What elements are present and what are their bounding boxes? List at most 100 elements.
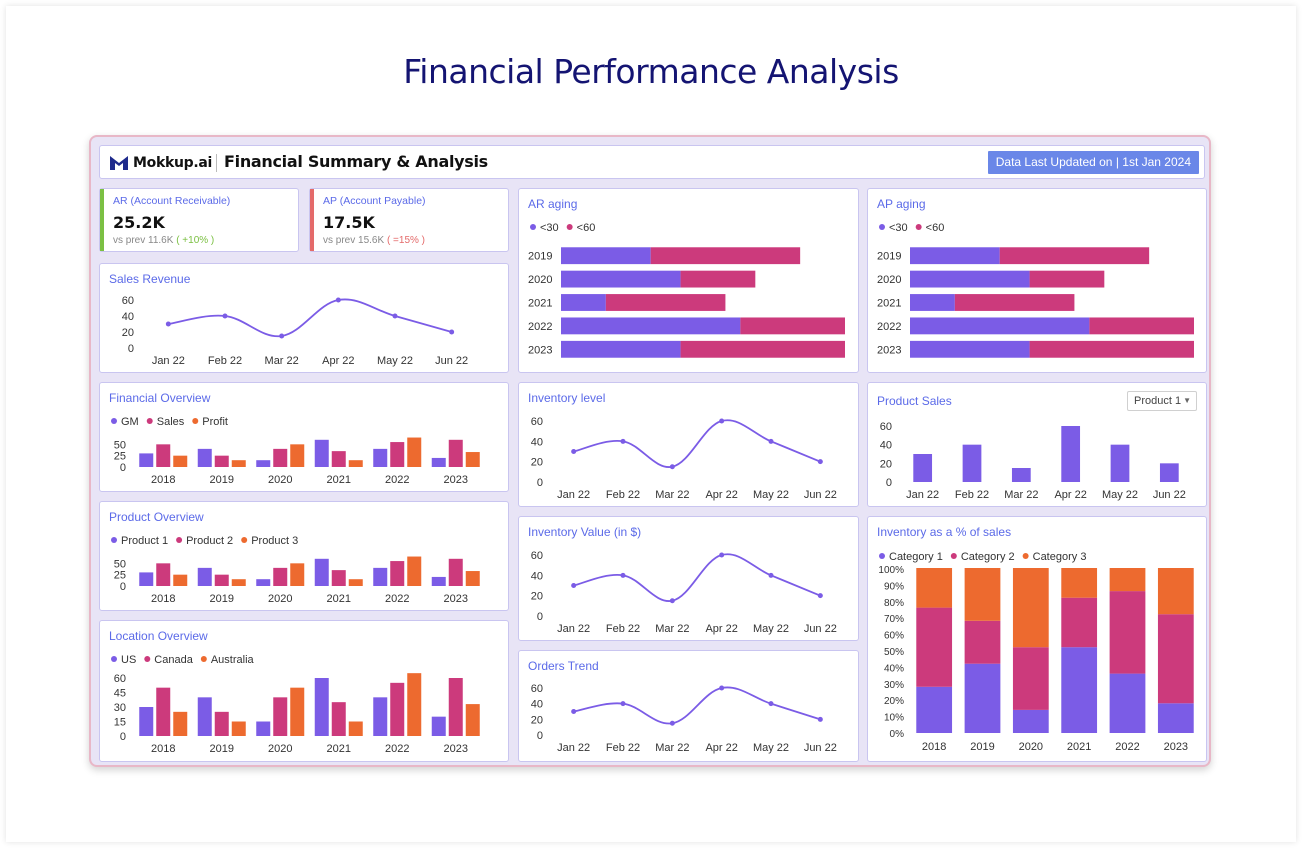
- bar-segment-1: [910, 294, 955, 311]
- y-tick-label: 50: [114, 558, 126, 570]
- bar-2: [448, 439, 463, 467]
- bar-2: [156, 687, 171, 736]
- bar-3: [348, 721, 363, 736]
- card-title: AP aging: [877, 197, 926, 211]
- x-tick-label: Jan 22: [557, 489, 590, 501]
- ar-aging-card: AR aging <30 <60 2019 2020 2021 2022 2023: [518, 188, 859, 373]
- data-point: [571, 709, 577, 714]
- legend-label: Australia: [211, 654, 255, 666]
- inventory-pct-card: Inventory as a % of sales Category 1 Cate…: [867, 516, 1207, 762]
- x-tick-label: Jan 22: [557, 623, 590, 635]
- y-tick-label: 0: [120, 462, 126, 474]
- bar-segment-3: [964, 568, 1001, 621]
- data-point: [335, 297, 341, 303]
- bar-segment-3: [1061, 568, 1098, 598]
- bar-1: [314, 439, 329, 467]
- bar-3: [231, 579, 246, 586]
- legend-dot-3: [1022, 553, 1029, 559]
- y-tick-label: 100%: [878, 565, 904, 576]
- bar-3: [407, 673, 422, 736]
- x-tick-label: 2022: [1115, 741, 1139, 753]
- legend-dot-1: [879, 553, 885, 559]
- location-overview-card: Location Overview US Canada Australia 60 45 3…: [99, 620, 509, 762]
- bar-3: [290, 563, 305, 586]
- bar: [1159, 463, 1179, 482]
- y-tick-label: 2019: [528, 251, 552, 263]
- y-tick-label: 0: [886, 477, 892, 489]
- x-tick-label: Feb 22: [606, 623, 640, 635]
- bar-segment-1: [910, 270, 1030, 288]
- product-overview-card: Product Overview Product 1 Product 2 Produ…: [99, 501, 509, 611]
- x-tick-label: 2021: [327, 743, 351, 755]
- card-title: Sales Revenue: [109, 272, 191, 286]
- bar-3: [465, 452, 480, 467]
- bar-3: [407, 556, 422, 586]
- x-tick-label: Feb 22: [955, 489, 989, 501]
- bar-segment-3: [916, 568, 953, 608]
- y-tick-label: 40: [531, 699, 543, 711]
- kpi-title: AR (Account Receivable): [113, 195, 231, 207]
- y-tick-label: 80%: [884, 598, 904, 609]
- x-tick-label: 2019: [210, 743, 234, 755]
- bar-3: [465, 571, 480, 586]
- x-tick-label: Jan 22: [557, 742, 590, 754]
- x-tick-label: Mar 22: [655, 623, 689, 635]
- data-point: [719, 552, 725, 558]
- bar-segment-1: [1061, 647, 1098, 733]
- legend-label: US: [121, 654, 136, 666]
- dashboard-title: Financial Summary & Analysis: [224, 152, 488, 171]
- legend-dot-2: [144, 656, 151, 662]
- y-tick-label: 90%: [884, 581, 904, 592]
- brand-logo[interactable]: Mokkup.ai: [110, 155, 212, 171]
- y-tick-label: 2021: [877, 298, 901, 310]
- data-point: [279, 333, 285, 339]
- product-select-dropdown[interactable]: Product 1 ▼: [1127, 391, 1197, 411]
- legend-dot-3: [192, 418, 199, 424]
- y-tick-label: 2020: [877, 274, 901, 286]
- x-tick-label: May 22: [753, 489, 789, 501]
- kpi-accent-bar: [310, 189, 314, 251]
- x-tick-label: 2021: [327, 474, 351, 486]
- sales-revenue-card: Sales Revenue 60 40 20 0 Jan 22 Feb 22 Mar 22 A…: [99, 263, 509, 373]
- bar-2: [273, 448, 288, 467]
- y-tick-label: 20: [880, 458, 892, 470]
- sales-revenue-chart: 60 40 20 0 Jan 22 Feb 22 Mar 22 Apr 22 May 22 Jun…: [122, 295, 468, 367]
- x-tick-label: 2019: [210, 474, 234, 486]
- legend-label: GM: [121, 416, 139, 428]
- bar-segment-1: [561, 294, 606, 311]
- bar-3: [348, 579, 363, 586]
- bar-segment-2: [1157, 614, 1194, 704]
- x-tick-label: May 22: [753, 742, 789, 754]
- bar-segment-1: [910, 317, 1090, 335]
- y-tick-label: 50%: [884, 647, 904, 658]
- x-tick-label: Jun 22: [804, 623, 837, 635]
- kpi-value: 25.2K: [113, 213, 165, 232]
- x-tick-label: 2019: [210, 593, 234, 605]
- bar-1: [256, 579, 271, 586]
- x-tick-label: Apr 22: [322, 355, 354, 367]
- bar-1: [314, 678, 329, 736]
- bar-1: [256, 721, 271, 736]
- legend-dot-2: [915, 224, 922, 230]
- y-tick-label: 2022: [877, 321, 901, 333]
- bar-segment-2: [916, 607, 953, 687]
- bar-2: [331, 570, 346, 586]
- legend-label: <60: [926, 222, 945, 234]
- bar-segment-2: [1089, 317, 1194, 335]
- card-title: Location Overview: [109, 629, 208, 643]
- y-tick-label: 2023: [528, 344, 552, 356]
- inventory-level-card: Inventory level 60 40 20 0 Jan 22 Feb 22 Mar 2…: [518, 382, 859, 507]
- bar-3: [348, 460, 363, 467]
- card-title: Inventory level: [528, 391, 606, 405]
- bar-2: [390, 442, 405, 467]
- dashboard: Mokkup.ai Financial Summary & Analysis D…: [89, 135, 1211, 767]
- kpi-prev: vs prev 11.6K: [113, 235, 174, 246]
- bar-segment-3: [1012, 568, 1049, 648]
- bar-segment-3: [1157, 568, 1194, 615]
- ap-aging-card: AP aging <30 <60 2019 2020 2021 2022 2023: [867, 188, 1207, 373]
- bar: [1110, 444, 1130, 482]
- y-tick-label: 60: [531, 550, 543, 562]
- x-tick-label: Mar 22: [265, 355, 299, 367]
- y-tick-label: 40: [122, 311, 134, 323]
